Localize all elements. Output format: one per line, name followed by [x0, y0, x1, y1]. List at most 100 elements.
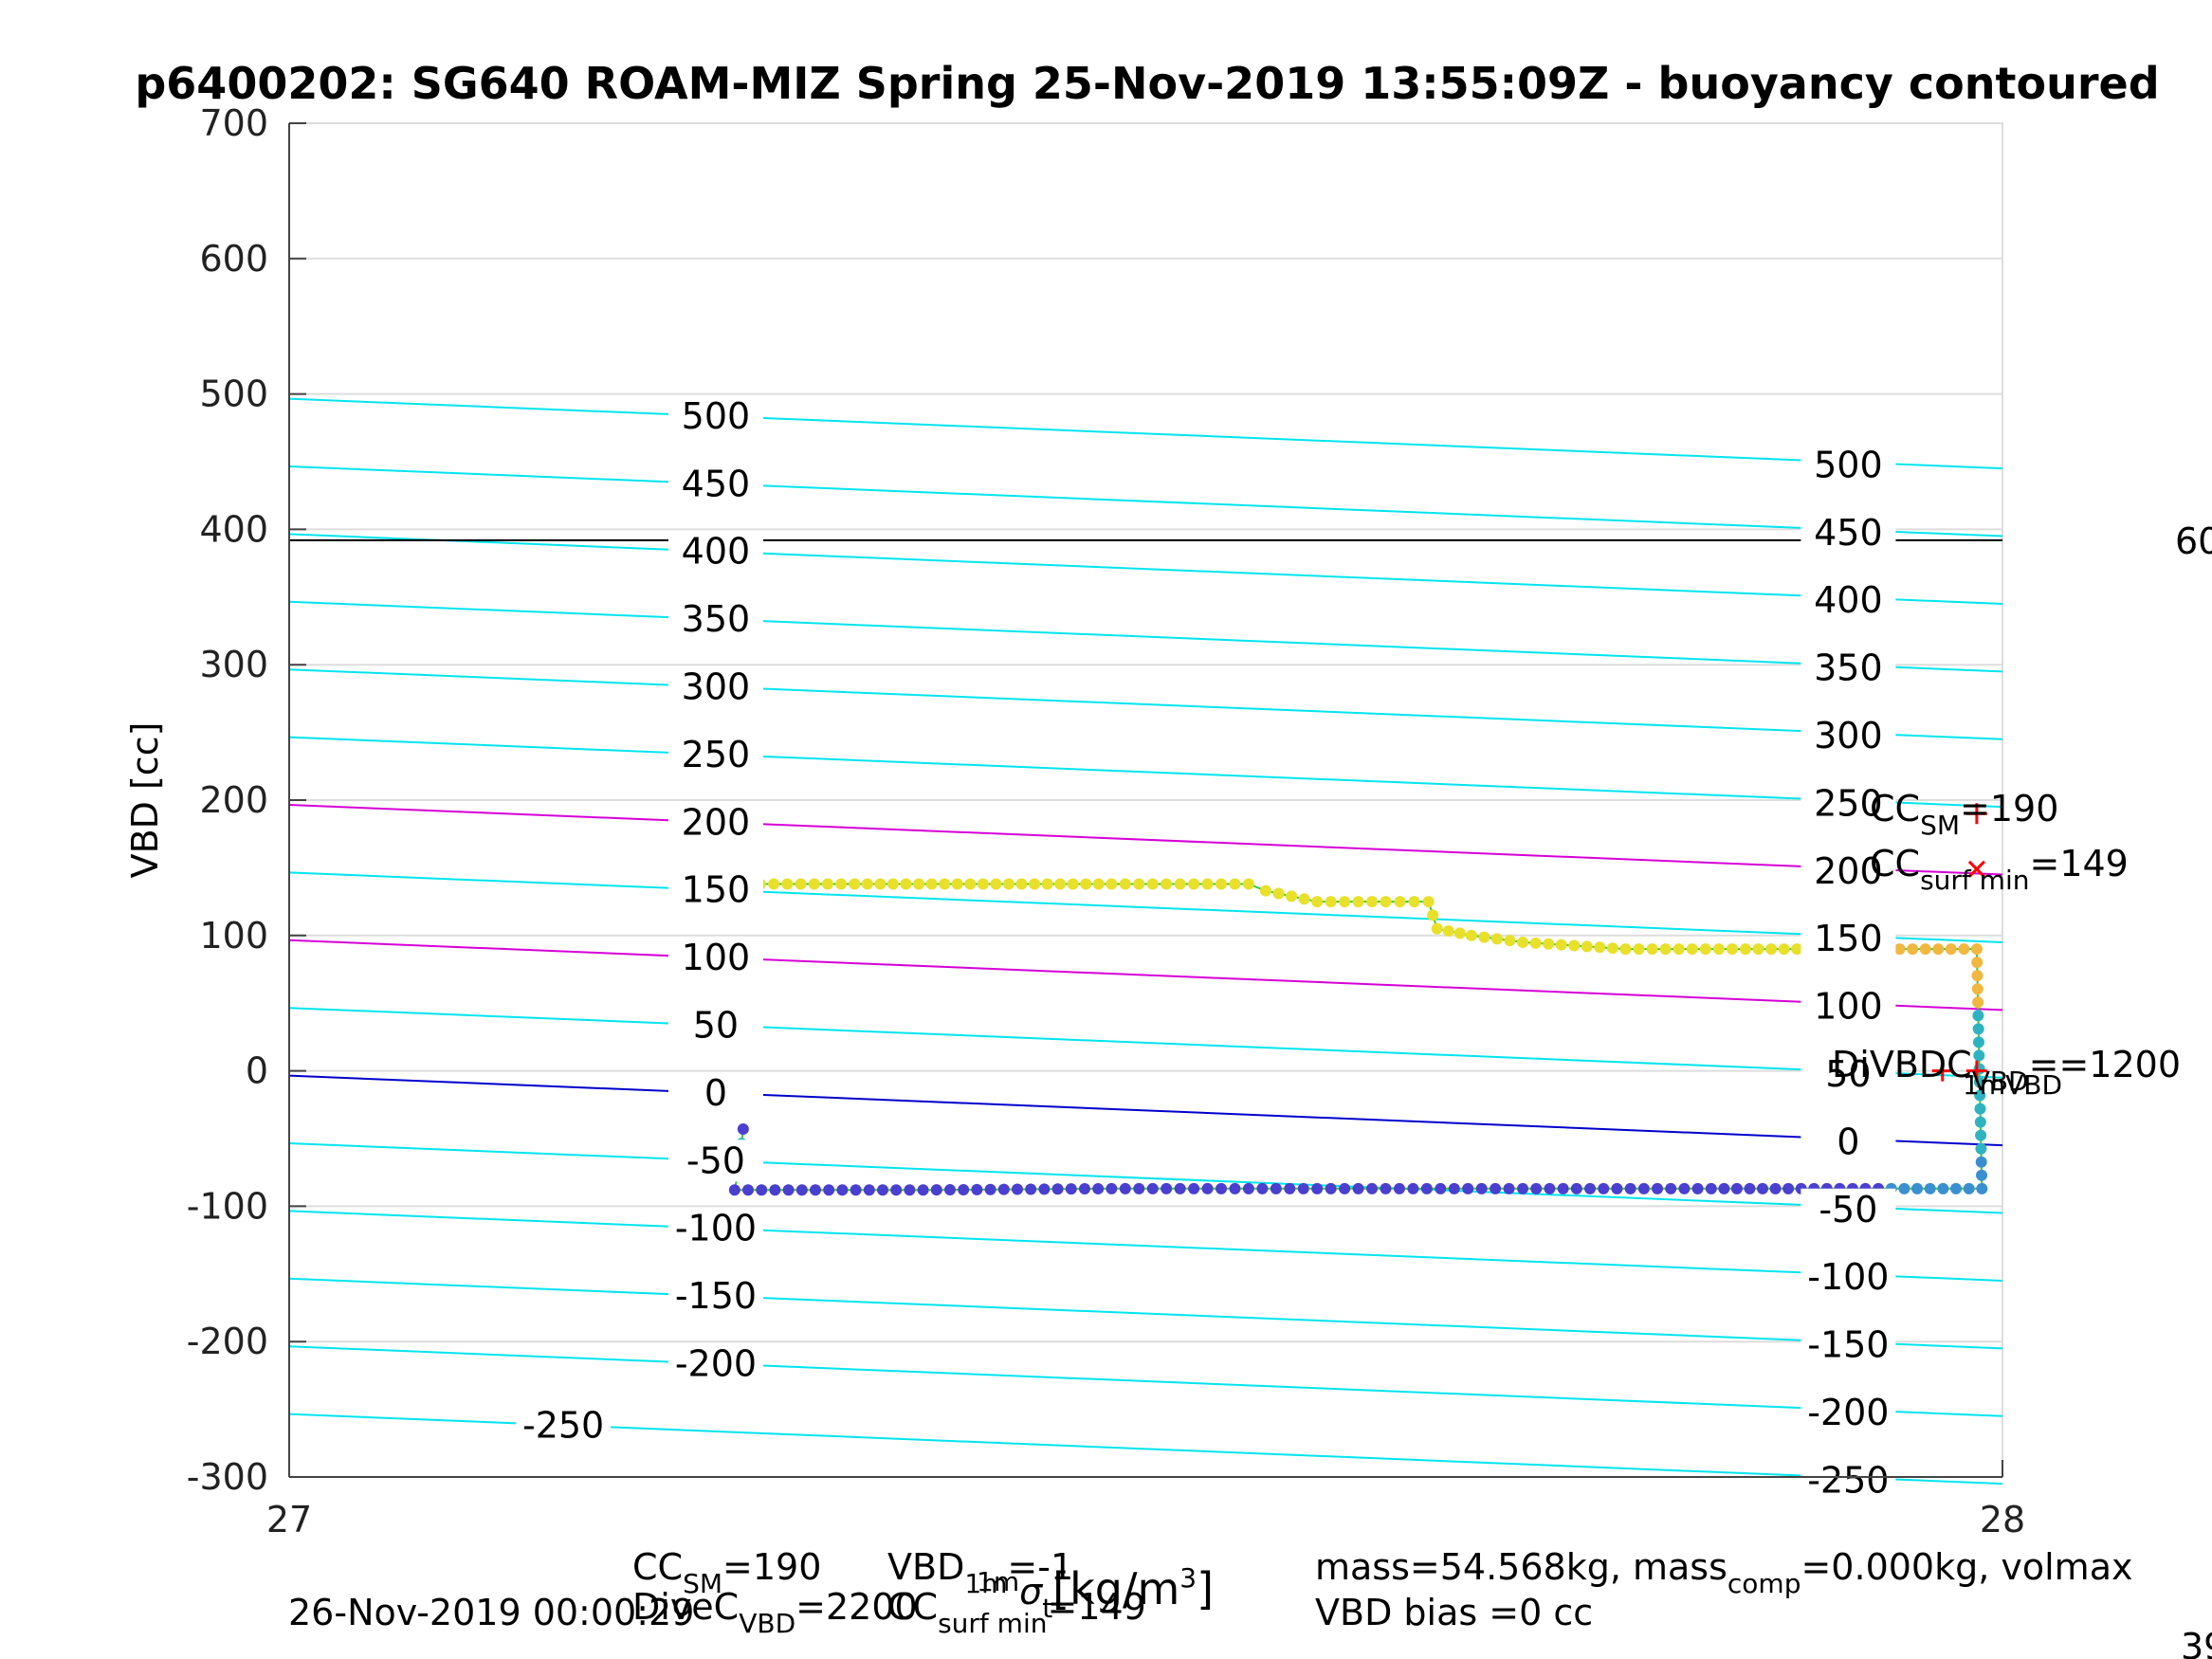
data-point: [1325, 1182, 1337, 1194]
data-point: [1970, 943, 1983, 956]
data-point: [1259, 884, 1271, 897]
data-point: [1584, 1182, 1597, 1194]
data-point: [1973, 1036, 1985, 1048]
data-point: [1712, 943, 1725, 956]
data-point: [1598, 1182, 1610, 1194]
data-point: [1691, 1182, 1704, 1194]
y-tick-label: 700: [199, 102, 268, 144]
contour-label: 250: [682, 734, 751, 775]
data-point: [1963, 1182, 1975, 1194]
data-point: [1975, 1129, 1987, 1141]
contour-label-bg: [1801, 1052, 1896, 1095]
contour-line: [288, 939, 2003, 1012]
data-point: [1106, 878, 1118, 890]
x-tick-label: 28: [1980, 1499, 2025, 1540]
data-point: [874, 878, 887, 890]
contour-label: -50: [1819, 1189, 1877, 1231]
data-point: [1067, 878, 1079, 890]
data-point: [1924, 1182, 1936, 1194]
contour-line: [288, 1074, 2003, 1147]
footer-cc-sm: CCSM=190: [632, 1546, 821, 1599]
data-point: [1015, 878, 1028, 890]
y-axis-label: VBD [cc]: [124, 722, 166, 879]
y-tick-label: 600: [199, 238, 268, 280]
data-point: [737, 1123, 749, 1136]
data-point: [782, 1184, 795, 1196]
data-point: [1188, 1182, 1200, 1194]
data-point: [1570, 1182, 1582, 1194]
data-point: [1394, 896, 1406, 908]
data-point: [1752, 943, 1764, 956]
data-point: [850, 1184, 862, 1196]
data-point: [1971, 957, 1983, 969]
chart-title: p6400202: SG640 ROAM-MIZ Spring 25-Nov-2…: [135, 58, 2159, 109]
data-point: [1229, 1182, 1241, 1194]
contour-label-bg: [667, 1071, 763, 1114]
y-tick-label: 300: [199, 644, 268, 685]
data-point: [1393, 1182, 1405, 1194]
data-point: [823, 1184, 835, 1196]
data-point: [1352, 1182, 1364, 1194]
contour-line: [288, 1277, 2003, 1350]
data-point: [1544, 1182, 1556, 1194]
data-point: [1932, 943, 1945, 956]
data-point: [876, 1184, 888, 1196]
contour-label-bg: [667, 394, 763, 437]
data-point: [1739, 943, 1751, 956]
y-tick-label: 100: [199, 915, 268, 957]
x-tick-label: 27: [266, 1499, 312, 1540]
footer-cc-surf-min: CCsurf min=149: [887, 1586, 1146, 1639]
data-point: [1041, 878, 1053, 890]
data-point: [1038, 1183, 1051, 1195]
footer-dive-c-vbd: DiveCVBD=2200: [632, 1586, 918, 1639]
gridlines: [289, 122, 2002, 1478]
contour-label: 150: [1814, 918, 1883, 959]
data-point: [1974, 1089, 1986, 1102]
data-point: [1726, 943, 1738, 956]
contour-label: 350: [1814, 647, 1883, 689]
data-point: [1504, 935, 1516, 947]
footer-vbd-1m: VBD1m=-1: [887, 1546, 1073, 1599]
contour-label-bg: [667, 1004, 763, 1047]
data-point: [1092, 878, 1105, 890]
contour-label-bg: [1801, 1459, 1896, 1502]
data-point: [1530, 1182, 1543, 1194]
data-point: [1594, 941, 1606, 954]
data-point: [1652, 1182, 1664, 1194]
contour-label: -100: [1807, 1256, 1889, 1298]
data-point: [1201, 1182, 1214, 1194]
data-point: [1976, 1182, 1988, 1194]
data-point: [1971, 983, 1983, 995]
contour-line: [288, 1210, 2003, 1282]
data-point: [1490, 933, 1503, 945]
data-point: [1624, 1182, 1636, 1194]
contour-line: [288, 1141, 2003, 1214]
data-point: [768, 878, 780, 890]
data-point: [1408, 896, 1420, 908]
data-point: [1029, 878, 1041, 890]
data-point: [1119, 1182, 1131, 1194]
data-point: [1065, 1183, 1077, 1195]
contour-line: [288, 465, 2003, 538]
data-point: [913, 878, 925, 890]
contour-label-bg: [1801, 714, 1896, 757]
contour-label: -250: [522, 1404, 604, 1446]
contour-label-bg: [1801, 511, 1896, 554]
data-point: [1686, 943, 1698, 956]
data-point: [997, 1183, 1010, 1195]
y-tick-label: 200: [199, 779, 268, 821]
data-point: [1543, 938, 1555, 950]
cc-surf-annotation: CCsurf min=149: [1870, 843, 2129, 896]
contour-label: 350: [682, 598, 751, 640]
data-point: [1730, 1182, 1743, 1194]
x-ticks: 27 28: [266, 1460, 2025, 1540]
contour-label: 450: [1814, 512, 1883, 554]
contour-label: -200: [675, 1343, 757, 1385]
contour-label-bg: [667, 1207, 763, 1249]
y-ticks: 700 600 500 400 300 200 100 0 -100 -200 -300: [187, 102, 306, 1498]
data-point: [1646, 943, 1658, 956]
data-point: [1051, 1183, 1064, 1195]
data-point: [1975, 1156, 1987, 1168]
contour-label-bg: [1801, 1121, 1896, 1163]
contour-label: 0: [1837, 1121, 1859, 1162]
